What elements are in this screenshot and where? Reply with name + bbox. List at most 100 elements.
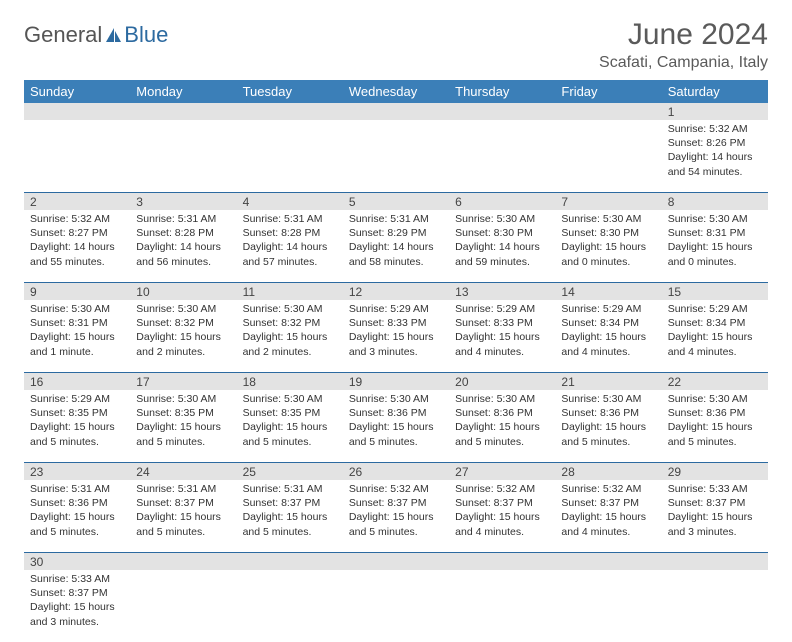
daylight-text-2: and 2 minutes. [243, 345, 337, 359]
daylight-text-2: and 3 minutes. [668, 525, 762, 539]
day-cell: Sunrise: 5:30 AMSunset: 8:31 PMDaylight:… [24, 300, 130, 372]
daylight-text-1: Daylight: 15 hours [349, 510, 443, 524]
day-cell: Sunrise: 5:30 AMSunset: 8:31 PMDaylight:… [662, 210, 768, 282]
day-cell: Sunrise: 5:31 AMSunset: 8:37 PMDaylight:… [130, 480, 236, 552]
day-number-row: 30 [24, 553, 768, 570]
location: Scafati, Campania, Italy [599, 54, 768, 72]
sunrise-text: Sunrise: 5:33 AM [30, 572, 124, 586]
day-number: 5 [343, 193, 449, 210]
sunrise-text: Sunrise: 5:30 AM [243, 302, 337, 316]
daylight-text-1: Daylight: 15 hours [136, 330, 230, 344]
daylight-text-2: and 5 minutes. [561, 435, 655, 449]
sunset-text: Sunset: 8:32 PM [136, 316, 230, 330]
day-cell: Sunrise: 5:30 AMSunset: 8:36 PMDaylight:… [555, 390, 661, 462]
day-number [24, 103, 130, 120]
sunset-text: Sunset: 8:32 PM [243, 316, 337, 330]
day-number [449, 103, 555, 120]
logo-text-1: General [24, 22, 102, 48]
sunset-text: Sunset: 8:34 PM [561, 316, 655, 330]
day-number [237, 103, 343, 120]
sunset-text: Sunset: 8:36 PM [668, 406, 762, 420]
day-number: 19 [343, 373, 449, 390]
daylight-text-1: Daylight: 15 hours [455, 330, 549, 344]
day-cell: Sunrise: 5:33 AMSunset: 8:37 PMDaylight:… [662, 480, 768, 552]
daylight-text-2: and 4 minutes. [561, 525, 655, 539]
day-number-row: 23242526272829 [24, 463, 768, 480]
day-number: 3 [130, 193, 236, 210]
sunrise-text: Sunrise: 5:31 AM [243, 482, 337, 496]
weekday-header: Friday [555, 80, 661, 103]
day-number: 4 [237, 193, 343, 210]
daylight-text-2: and 5 minutes. [243, 435, 337, 449]
sunset-text: Sunset: 8:28 PM [136, 226, 230, 240]
sunrise-text: Sunrise: 5:30 AM [30, 302, 124, 316]
sunrise-text: Sunrise: 5:30 AM [668, 392, 762, 406]
daylight-text-1: Daylight: 15 hours [668, 420, 762, 434]
week-row: Sunrise: 5:32 AMSunset: 8:27 PMDaylight:… [24, 210, 768, 283]
day-cell: Sunrise: 5:30 AMSunset: 8:30 PMDaylight:… [555, 210, 661, 282]
daylight-text-2: and 3 minutes. [349, 345, 443, 359]
sunset-text: Sunset: 8:36 PM [349, 406, 443, 420]
day-cell: Sunrise: 5:33 AMSunset: 8:37 PMDaylight:… [24, 570, 130, 642]
day-cell: Sunrise: 5:30 AMSunset: 8:36 PMDaylight:… [343, 390, 449, 462]
day-number [555, 553, 661, 570]
day-number: 25 [237, 463, 343, 480]
day-cell: Sunrise: 5:29 AMSunset: 8:34 PMDaylight:… [662, 300, 768, 372]
day-number [130, 553, 236, 570]
calendar: SundayMondayTuesdayWednesdayThursdayFrid… [24, 80, 768, 642]
daylight-text-2: and 4 minutes. [561, 345, 655, 359]
daylight-text-2: and 59 minutes. [455, 255, 549, 269]
day-number [343, 103, 449, 120]
day-number: 16 [24, 373, 130, 390]
day-cell [555, 120, 661, 192]
day-number [130, 103, 236, 120]
daylight-text-2: and 5 minutes. [136, 525, 230, 539]
sunrise-text: Sunrise: 5:30 AM [136, 392, 230, 406]
weekday-header: Thursday [449, 80, 555, 103]
daylight-text-2: and 56 minutes. [136, 255, 230, 269]
day-number: 2 [24, 193, 130, 210]
day-number: 18 [237, 373, 343, 390]
sunrise-text: Sunrise: 5:33 AM [668, 482, 762, 496]
daylight-text-1: Daylight: 15 hours [561, 240, 655, 254]
daylight-text-1: Daylight: 15 hours [455, 420, 549, 434]
day-number: 30 [24, 553, 130, 570]
daylight-text-1: Daylight: 15 hours [30, 330, 124, 344]
logo: General Blue [24, 22, 168, 48]
day-cell [555, 570, 661, 642]
sunrise-text: Sunrise: 5:32 AM [668, 122, 762, 136]
day-cell: Sunrise: 5:30 AMSunset: 8:30 PMDaylight:… [449, 210, 555, 282]
daylight-text-2: and 5 minutes. [349, 435, 443, 449]
day-number: 14 [555, 283, 661, 300]
sunrise-text: Sunrise: 5:30 AM [136, 302, 230, 316]
sunrise-text: Sunrise: 5:31 AM [136, 212, 230, 226]
daylight-text-2: and 57 minutes. [243, 255, 337, 269]
sunset-text: Sunset: 8:30 PM [561, 226, 655, 240]
daylight-text-2: and 54 minutes. [668, 165, 762, 179]
day-number [343, 553, 449, 570]
sunrise-text: Sunrise: 5:31 AM [349, 212, 443, 226]
daylight-text-1: Daylight: 14 hours [30, 240, 124, 254]
daylight-text-2: and 4 minutes. [668, 345, 762, 359]
daylight-text-1: Daylight: 15 hours [561, 420, 655, 434]
logo-sail-icon [104, 26, 124, 44]
daylight-text-1: Daylight: 15 hours [668, 510, 762, 524]
day-number: 15 [662, 283, 768, 300]
day-number: 12 [343, 283, 449, 300]
weekday-header: Tuesday [237, 80, 343, 103]
sunset-text: Sunset: 8:28 PM [243, 226, 337, 240]
day-number [237, 553, 343, 570]
sunset-text: Sunset: 8:27 PM [30, 226, 124, 240]
sunset-text: Sunset: 8:34 PM [668, 316, 762, 330]
daylight-text-2: and 5 minutes. [136, 435, 230, 449]
day-number: 6 [449, 193, 555, 210]
sunset-text: Sunset: 8:31 PM [668, 226, 762, 240]
daylight-text-2: and 5 minutes. [30, 435, 124, 449]
day-number: 24 [130, 463, 236, 480]
weekday-header: Saturday [662, 80, 768, 103]
day-cell: Sunrise: 5:31 AMSunset: 8:37 PMDaylight:… [237, 480, 343, 552]
sunrise-text: Sunrise: 5:30 AM [349, 392, 443, 406]
daylight-text-2: and 3 minutes. [30, 615, 124, 629]
sunset-text: Sunset: 8:36 PM [561, 406, 655, 420]
day-cell: Sunrise: 5:31 AMSunset: 8:36 PMDaylight:… [24, 480, 130, 552]
